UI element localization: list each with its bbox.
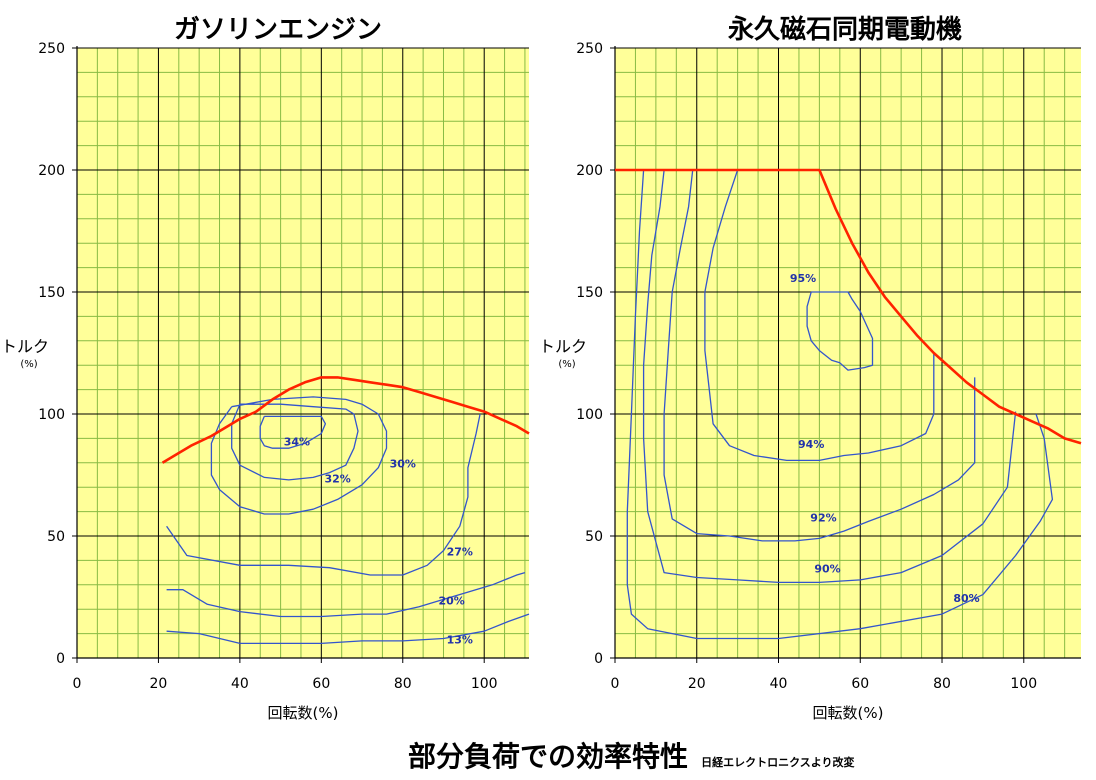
y-tick-label: 200 xyxy=(38,163,65,179)
x-tick-label: 60 xyxy=(312,676,330,692)
x-tick-label: 20 xyxy=(688,676,706,692)
contour-label: 32% xyxy=(324,472,350,485)
y-axis-label: トルク xyxy=(539,337,587,356)
x-tick-label: 40 xyxy=(770,676,788,692)
efficiency-contour xyxy=(210,396,388,515)
major-grid xyxy=(615,47,1081,658)
efficiency-contour xyxy=(626,169,1054,640)
pm-synchronous-motor-chart: 0 20 40 60 80 100 0 50 100 150 200 250 95% 94% 92% 90% 8… xyxy=(539,14,1082,722)
efficiency-contour xyxy=(166,613,530,645)
figure-caption-block: 部分負荷での効率特性 日経エレクトロニクスより改変 xyxy=(408,735,855,775)
y-tick-label: 100 xyxy=(576,407,603,423)
y-axis-label: トルク xyxy=(1,337,49,356)
efficiency-contour xyxy=(166,571,526,618)
contour-label: 34% xyxy=(284,436,310,449)
contour-label: 80% xyxy=(953,592,979,605)
chart-title: ガソリンエンジン xyxy=(174,15,382,45)
y-tick-label: 0 xyxy=(56,651,65,667)
efficiency-contour xyxy=(642,169,1017,584)
y-tick-label: 150 xyxy=(38,285,65,301)
x-tick-label: 60 xyxy=(851,676,869,692)
plot-area xyxy=(615,48,1081,658)
y-tick-label: 50 xyxy=(585,529,603,545)
gasoline-engine-chart: 0 20 40 60 80 100 0 50 100 150 200 250 34% 32% 30% 27% 2… xyxy=(1,15,530,722)
x-tick-label: 80 xyxy=(933,676,951,692)
y-axis-unit: (%) xyxy=(20,359,37,370)
contour-label: 92% xyxy=(810,511,836,524)
x-tick-label: 20 xyxy=(150,676,168,692)
y-tick-label: 250 xyxy=(38,41,65,57)
efficiency-contours: 95% 94% 92% 90% 80% xyxy=(626,169,1054,640)
efficiency-contour xyxy=(704,169,935,462)
x-tick-label: 0 xyxy=(611,676,620,692)
efficiency-contour xyxy=(231,403,359,481)
contour-label: 27% xyxy=(447,546,473,559)
efficiency-contour xyxy=(663,169,976,542)
y-tick-label: 100 xyxy=(38,407,65,423)
max-torque-curve xyxy=(161,376,530,464)
y-tick-label: 50 xyxy=(47,529,65,545)
x-axis-label: 回転数(%) xyxy=(268,704,339,722)
contour-label: 20% xyxy=(438,594,464,607)
efficiency-contour xyxy=(806,291,874,371)
figure-source-credit: 日経エレクトロニクスより改変 xyxy=(701,756,855,769)
x-tick-label: 100 xyxy=(1010,676,1037,692)
y-tick-label: 0 xyxy=(594,651,603,667)
contour-label: 30% xyxy=(390,458,416,471)
minor-grid xyxy=(615,48,1081,658)
efficiency-contour xyxy=(259,415,327,449)
contour-label: 13% xyxy=(447,633,473,646)
x-tick-label: 40 xyxy=(231,676,249,692)
contour-label: 90% xyxy=(814,563,840,576)
figure-caption: 部分負荷での効率特性 xyxy=(408,740,689,773)
chart-title: 永久磁石同期電動機 xyxy=(728,14,962,45)
y-tick-label: 250 xyxy=(576,41,603,57)
x-tick-label: 0 xyxy=(73,676,82,692)
contour-label: 94% xyxy=(798,438,824,451)
y-tick-label: 200 xyxy=(576,163,603,179)
max-torque-curve xyxy=(615,168,1082,445)
x-tick-label: 80 xyxy=(394,676,412,692)
efficiency-contours: 34% 32% 30% 27% 20% 13% xyxy=(166,396,530,646)
efficiency-contour xyxy=(166,413,481,576)
y-tick-label: 150 xyxy=(576,285,603,301)
plot-area xyxy=(77,48,529,658)
x-axis-label: 回転数(%) xyxy=(813,704,884,722)
y-axis-unit: (%) xyxy=(558,359,575,370)
x-tick-label: 100 xyxy=(471,676,498,692)
contour-label: 95% xyxy=(790,272,816,285)
